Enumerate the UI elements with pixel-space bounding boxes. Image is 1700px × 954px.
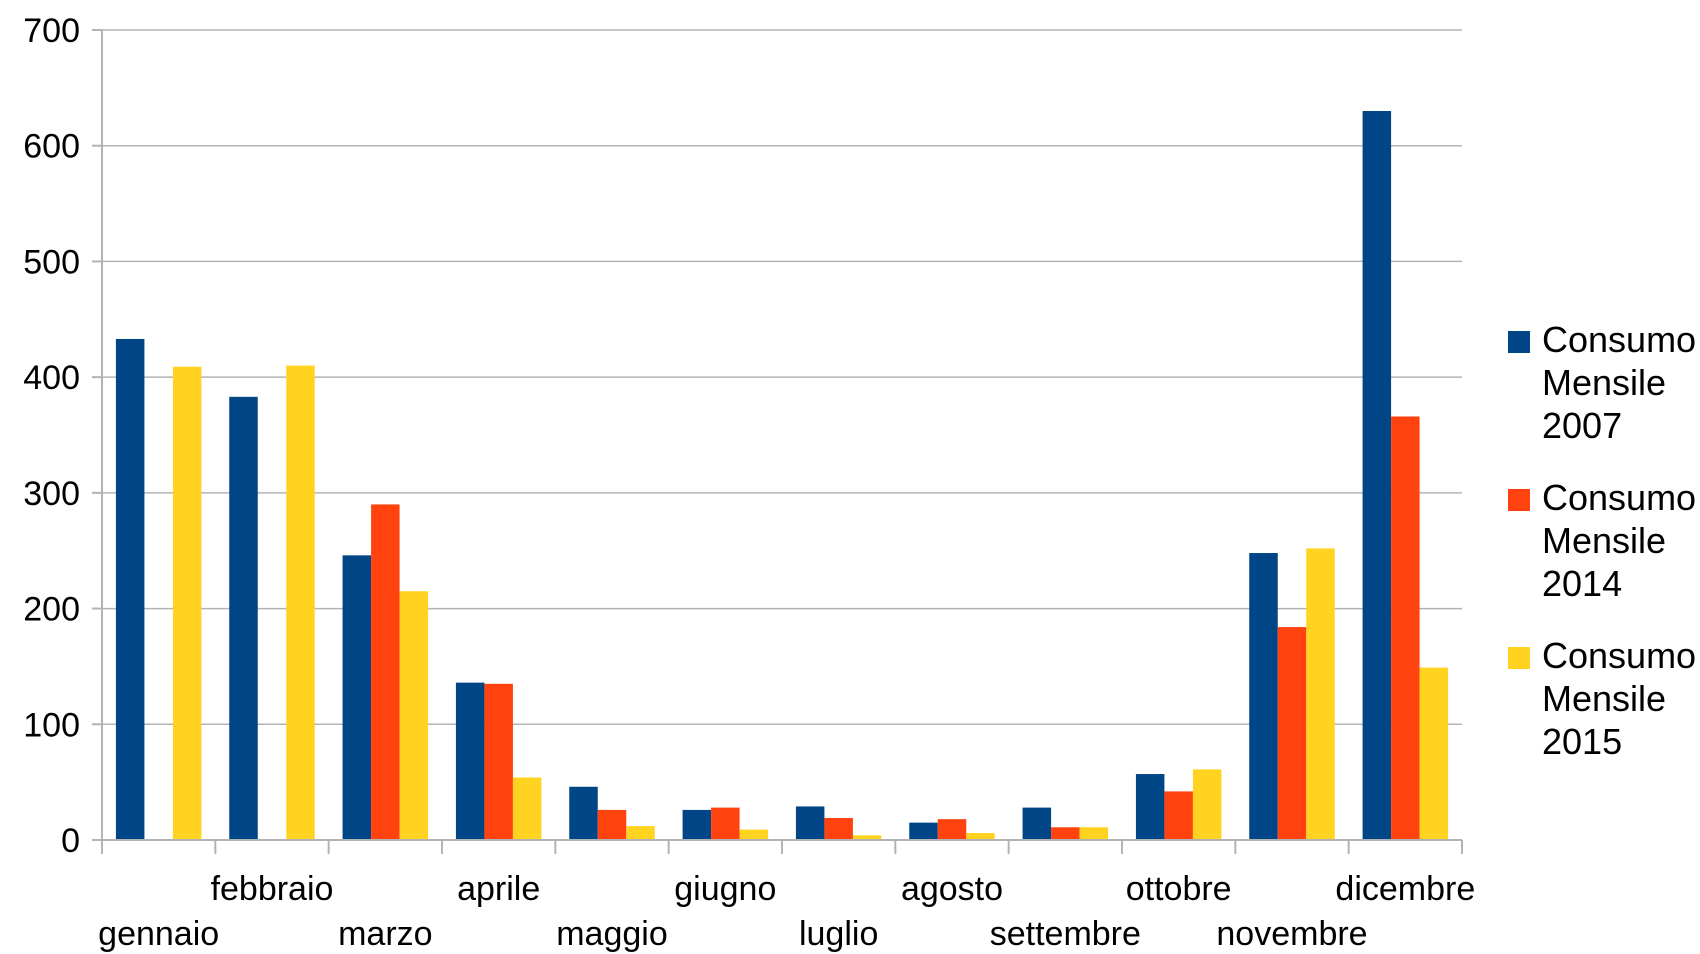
bar-aprile-series-2 bbox=[512, 777, 542, 840]
bar-ottobre-series-0 bbox=[1135, 774, 1165, 840]
bar-novembre-series-2 bbox=[1306, 548, 1335, 840]
y-tick-label: 400 bbox=[23, 359, 80, 397]
bar-dicembre-series-0 bbox=[1362, 111, 1392, 840]
bar-agosto-series-0 bbox=[909, 822, 938, 840]
y-tick-label: 300 bbox=[23, 475, 80, 513]
bar-marzo-series-1 bbox=[371, 504, 400, 840]
bar-dicembre-series-1 bbox=[1391, 416, 1420, 840]
x-category-label: novembre bbox=[1216, 915, 1367, 953]
legend-swatch bbox=[1508, 331, 1530, 353]
bar-agosto-series-1 bbox=[937, 819, 967, 840]
bar-maggio-series-2 bbox=[626, 826, 655, 840]
legend-label: Mensile bbox=[1542, 520, 1666, 561]
legend-label: Consumo bbox=[1542, 635, 1696, 676]
bar-maggio-series-1 bbox=[597, 809, 627, 840]
legend-label: Mensile bbox=[1542, 678, 1666, 719]
bars-layer bbox=[115, 111, 1449, 840]
x-category-label: febbraio bbox=[211, 870, 334, 908]
bar-settembre-series-0 bbox=[1022, 807, 1052, 840]
bar-luglio-series-2 bbox=[852, 835, 882, 840]
bar-settembre-series-1 bbox=[1051, 827, 1080, 840]
y-tick-label: 200 bbox=[23, 591, 80, 629]
x-category-label: settembre bbox=[990, 915, 1141, 953]
axis-layer: 0 100 200 300 400 500 600 700 gennaio febbraiomar… bbox=[23, 12, 1475, 953]
legend-label: Consumo bbox=[1542, 477, 1696, 518]
bar-ottobre-series-1 bbox=[1164, 791, 1193, 840]
y-tick-label: 600 bbox=[23, 128, 80, 166]
bar-marzo-series-2 bbox=[399, 591, 429, 840]
bar-marzo-series-0 bbox=[342, 555, 372, 840]
y-tick-label: 0 bbox=[61, 822, 80, 860]
bar-agosto-series-2 bbox=[966, 833, 995, 840]
legend-label: Consumo bbox=[1542, 319, 1696, 360]
legend-swatch bbox=[1508, 647, 1530, 669]
x-category-label: giugno bbox=[674, 870, 776, 908]
x-category-label: luglio bbox=[799, 915, 878, 953]
legend-swatch bbox=[1508, 489, 1530, 511]
y-tick-label: 700 bbox=[23, 12, 80, 50]
bar-novembre-series-0 bbox=[1249, 553, 1278, 840]
bar-aprile-series-0 bbox=[455, 682, 485, 840]
x-category-label: maggio bbox=[556, 915, 668, 953]
y-tick-label: 100 bbox=[23, 706, 80, 744]
bar-gennaio-series-0 bbox=[115, 338, 145, 840]
y-tick-label: 500 bbox=[23, 243, 80, 281]
bar-novembre-series-1 bbox=[1277, 627, 1307, 840]
bar-febbraio-series-0 bbox=[229, 396, 258, 840]
bar-ottobre-series-2 bbox=[1192, 769, 1222, 840]
legend-label: 2007 bbox=[1542, 405, 1622, 446]
x-category-label: marzo bbox=[338, 915, 432, 953]
bar-maggio-series-0 bbox=[569, 786, 598, 840]
bar-luglio-series-0 bbox=[795, 806, 825, 840]
bar-dicembre-series-2 bbox=[1419, 667, 1449, 840]
legend-label: 2014 bbox=[1542, 563, 1622, 604]
x-category-label: aprile bbox=[457, 870, 540, 908]
bar-giugno-series-1 bbox=[711, 807, 740, 840]
legend: ConsumoMensile2007ConsumoMensile2014Cons… bbox=[1508, 319, 1696, 762]
bar-gennaio-series-2 bbox=[172, 366, 202, 840]
bar-aprile-series-1 bbox=[484, 683, 513, 840]
x-category-label: ottobre bbox=[1126, 870, 1232, 908]
x-category-label: agosto bbox=[901, 870, 1003, 908]
bar-settembre-series-2 bbox=[1079, 827, 1109, 840]
x-category-label: gennaio bbox=[98, 915, 219, 953]
bar-giugno-series-2 bbox=[739, 829, 769, 840]
bar-luglio-series-1 bbox=[824, 818, 853, 840]
grid-layer bbox=[102, 29, 1462, 841]
legend-label: 2015 bbox=[1542, 721, 1622, 762]
x-category-label: dicembre bbox=[1335, 870, 1475, 908]
legend-label: Mensile bbox=[1542, 362, 1666, 403]
bar-giugno-series-0 bbox=[682, 809, 712, 840]
bar-febbraio-series-2 bbox=[286, 365, 315, 840]
